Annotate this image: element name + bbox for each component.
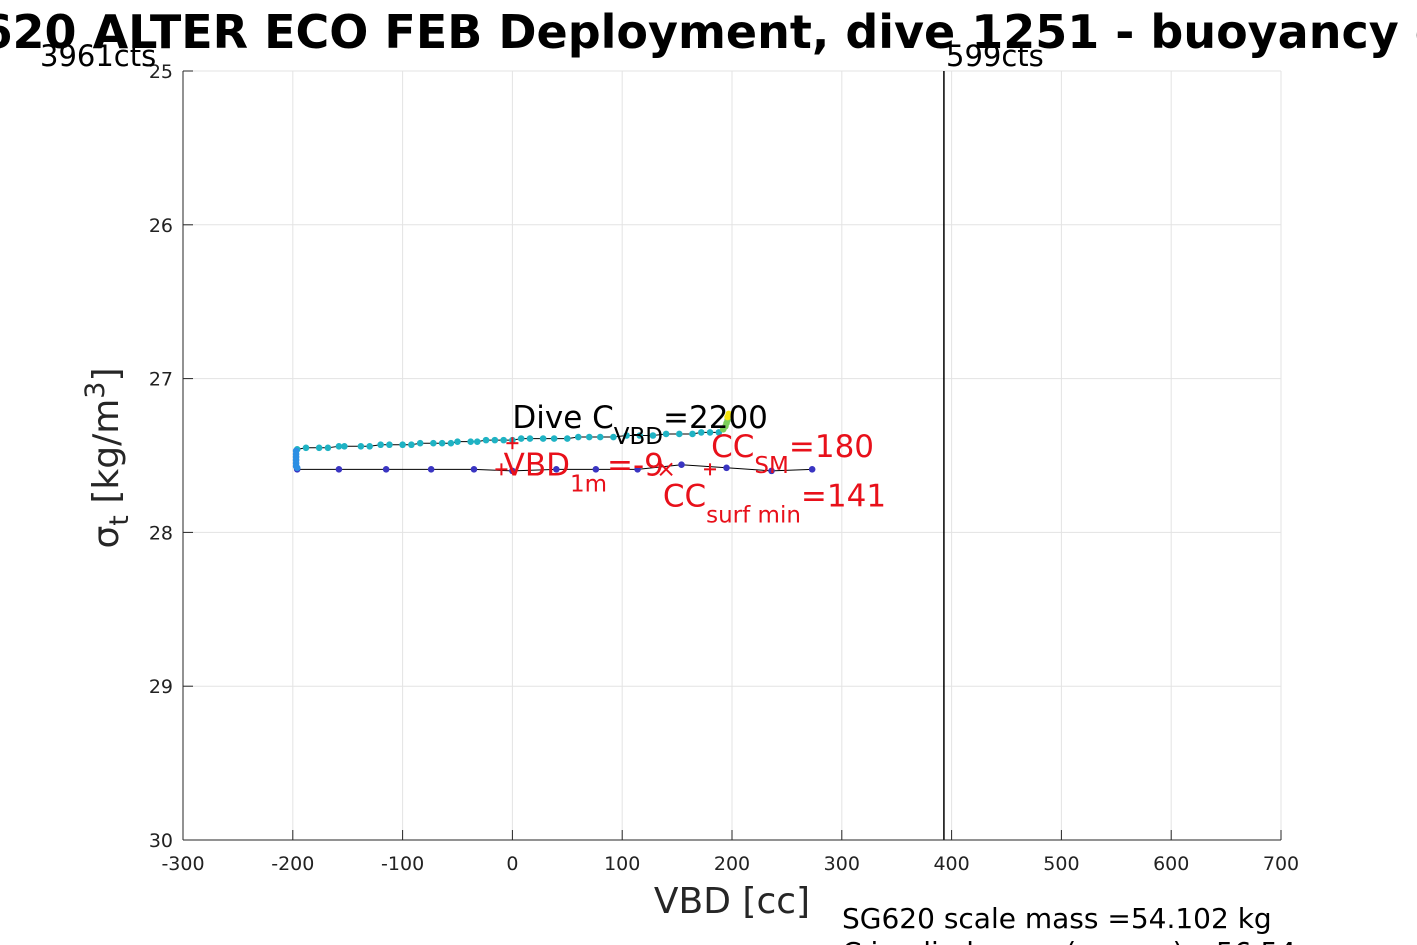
data-point [377,441,384,449]
plus-marker [704,463,717,476]
data-point [649,432,657,439]
data-point [447,439,455,447]
annotation-cc-sm: CCSM=180 [711,429,874,479]
x-tick-label: 600 [1153,853,1189,875]
data-point [302,444,310,452]
data-point [366,442,373,450]
data-point [427,466,435,473]
x-axis-label: VBD [cc] [654,881,810,922]
data-point [500,436,507,444]
data-point [467,438,474,445]
footer-line-1: SG620 scale mass =54.102 kg [842,902,1272,935]
data-point [768,467,775,475]
axes: -300 -200 -100 0 100 200 300 400 500 600 700 25 26 27… [149,61,1299,875]
plus-marker [506,437,519,450]
data-point [416,439,424,447]
annotation-vbd-1m: VBD1m=-9 [504,447,664,497]
data-point [357,442,365,450]
x-tick-label: 700 [1263,853,1299,875]
data-point [564,435,571,442]
data-point [592,466,600,473]
series-group [292,410,816,475]
data-point [574,433,582,441]
x-tick-label: 500 [1043,853,1079,875]
data-point [324,444,332,452]
corner-label-right: 599cts [946,39,1044,73]
data-point [430,439,437,447]
marker-stroke [659,462,673,477]
x-tick-label: -100 [381,853,424,875]
data-point [382,466,390,473]
data-point [596,433,604,441]
data-point [675,430,683,438]
data-point [470,466,478,473]
y-tick-label: 28 [149,522,173,544]
y-tick-label: 27 [149,369,173,391]
data-point [725,410,733,418]
x-tick-label: -300 [161,853,204,875]
data-point [293,464,301,472]
data-point [678,461,685,469]
y-tick-label: 25 [149,61,173,83]
data-point [808,466,816,473]
x-tick-label: 300 [824,853,860,875]
x-tick-label: 100 [604,853,640,875]
y-tick-label: 29 [149,676,173,698]
x-tick-label: 200 [714,853,750,875]
x-tick-label: -200 [271,853,314,875]
x-marker [659,462,673,477]
data-point [482,436,490,444]
data-point [491,436,499,444]
data-point [610,433,617,441]
data-point [550,435,558,442]
data-point [723,464,730,472]
data-point [539,435,547,442]
data-point [553,466,560,473]
data-point [335,442,343,450]
data-point [662,430,670,438]
data-point [473,438,481,445]
annotation-dive-c-vbd: Dive CVBD=2200 [512,400,768,450]
grid [182,70,1282,841]
data-point [399,441,406,449]
y-tick-label: 30 [149,830,173,852]
plus-marker [495,463,508,476]
corner-label-left: 3961cts [40,39,156,73]
x-tick-label: 400 [933,853,969,875]
marker-group [495,437,717,477]
y-axis-label: σt [kg/m3] [80,367,135,548]
y-tick-label: 26 [149,215,173,237]
data-point [335,466,343,473]
data-point [623,432,630,439]
data-point [408,441,415,449]
data-point [341,442,348,450]
data-point [706,429,714,436]
data-point [636,432,644,439]
data-point [634,466,641,473]
annotation-cc-surf-min: CCsurf min=141 [663,478,886,528]
footer-line-2: C implied mass (approx) =56.54 [842,936,1296,945]
chart-title: SG620 ALTER ECO FEB Deployment, dive 125… [0,5,1417,59]
data-point [315,444,323,452]
data-point [697,429,705,436]
data-point [517,435,525,442]
data-point [386,441,393,449]
data-point [438,439,446,447]
data-point [526,435,534,442]
data-point [689,430,696,438]
x-tick-label: 0 [506,853,518,875]
data-point [585,433,593,441]
data-point [509,467,516,475]
data-point [454,438,461,445]
